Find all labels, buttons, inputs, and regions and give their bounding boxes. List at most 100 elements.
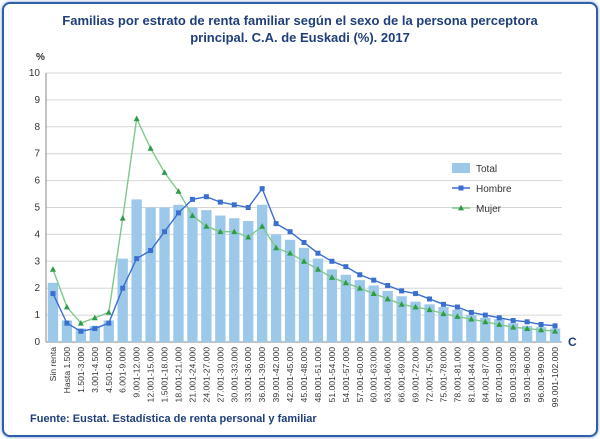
bar-total [438, 307, 449, 342]
source-note: Fuente: Eustat. Estadística de renta per… [30, 413, 317, 425]
point-hombre [273, 221, 279, 227]
point-mujer [552, 328, 559, 334]
legend-label-mujer: Mujer [476, 204, 502, 215]
point-mujer [342, 279, 349, 286]
x-tick-label: 18.001-21.000 [173, 347, 183, 403]
bar-total [159, 207, 170, 342]
x-tick-label: 78.001-81.000 [452, 347, 462, 403]
point-hombre [315, 250, 321, 256]
point-mujer [412, 303, 419, 310]
point-hombre [329, 258, 335, 264]
bar-total [103, 320, 114, 342]
point-mujer [273, 244, 280, 251]
x-tick-label: Hasta 1.500 [62, 347, 72, 394]
chart-title: Familias por estrato de renta familiar s… [20, 12, 580, 46]
x-tick-label: Sin renta [48, 347, 58, 382]
x-tick-label: 24.001-27.000 [201, 347, 211, 403]
point-mujer [398, 301, 405, 307]
y-tick-label: 2 [34, 283, 40, 294]
x-tick-label: 63.001-66.000 [383, 347, 393, 403]
bar-total [131, 199, 142, 342]
bar-total [549, 328, 561, 342]
bar-total [75, 328, 87, 342]
point-mujer [301, 258, 307, 264]
point-hombre [399, 288, 405, 294]
point-mujer [259, 223, 266, 229]
point-mujer [356, 285, 363, 291]
point-mujer [538, 326, 545, 333]
point-mujer [328, 274, 335, 280]
point-hombre [538, 322, 544, 328]
x-tick-label: 36.001-39.000 [257, 347, 267, 403]
bar-total [340, 274, 351, 342]
point-hombre [259, 186, 265, 192]
legend-swatch-total [452, 163, 470, 173]
point-mujer [384, 295, 391, 302]
point-hombre [64, 320, 70, 326]
x-tick-label: 9.001-12.000 [132, 347, 142, 398]
x-tick-label: 42.001-45.000 [285, 347, 295, 403]
bar-total [424, 304, 435, 342]
bar-total [535, 327, 547, 342]
point-hombre [524, 319, 530, 325]
x-tick-label: 87.001-90.000 [494, 347, 504, 403]
point-hombre [371, 277, 377, 283]
point-mujer [49, 266, 56, 272]
bar-total [452, 309, 463, 342]
bar-total [47, 282, 59, 342]
point-mujer [105, 309, 112, 315]
point-hombre [427, 296, 433, 302]
point-mujer [161, 169, 168, 175]
x-axis: Sin renta Hasta 1.500 1.501-3.000 3.001-4.5… [48, 347, 560, 407]
point-hombre [106, 320, 112, 326]
x-tick-label: 30.001-33.000 [229, 347, 239, 403]
point-mujer [91, 314, 98, 321]
x-tick-label: 1.501-3.000 [76, 347, 86, 393]
x-tick-label: 45.001-48.000 [299, 347, 309, 403]
point-mujer [119, 215, 126, 221]
point-mujer [287, 250, 294, 256]
point-mujer [133, 115, 140, 122]
point-hombre [385, 283, 391, 289]
bar-total [382, 290, 393, 342]
bar-total [229, 218, 240, 342]
legend-label-total: Total [476, 164, 497, 175]
point-mujer [314, 266, 321, 272]
point-mujer [482, 318, 489, 325]
point-hombre [50, 291, 56, 297]
legend-marker-hombre [458, 185, 464, 191]
point-mujer [468, 315, 475, 322]
y-tick-label: 7 [34, 149, 40, 160]
y-tick-label: 10 [29, 68, 41, 79]
x-tick-label: 33.001-36.000 [243, 347, 253, 403]
point-hombre [510, 317, 516, 323]
bar-total [396, 296, 407, 342]
point-mujer [175, 188, 182, 194]
point-hombre [120, 285, 126, 291]
bar-total [243, 220, 254, 342]
bar-total [187, 207, 198, 342]
point-mujer [217, 228, 224, 235]
bar-total [201, 210, 212, 342]
bar-total [284, 239, 296, 342]
point-hombre [468, 309, 474, 315]
point-mujer [189, 212, 196, 218]
point-hombre [189, 196, 195, 202]
x-tick-label: 90.001-93.000 [508, 347, 518, 403]
legend: Total Hombre Mujer [452, 163, 512, 215]
point-hombre [245, 205, 251, 210]
point-hombre [343, 264, 349, 270]
bar-total [480, 317, 491, 342]
bar-total [270, 234, 282, 342]
point-mujer [510, 324, 517, 330]
x-tick-label: 81.001-84.000 [466, 347, 476, 403]
point-hombre [413, 291, 419, 297]
point-hombre [162, 229, 168, 235]
x-tick-label: 54.001-57.000 [341, 347, 351, 403]
x-tick-label: 84.001-87.000 [480, 347, 490, 403]
point-mujer [245, 233, 252, 240]
corner-mark: C [568, 335, 577, 349]
point-mujer [440, 310, 447, 317]
